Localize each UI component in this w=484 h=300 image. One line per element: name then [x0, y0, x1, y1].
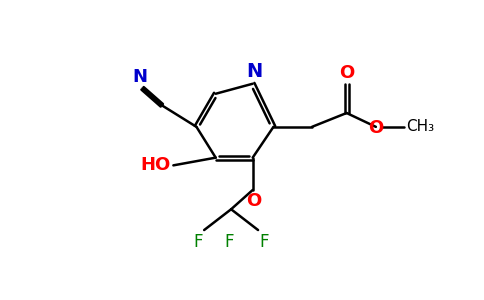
- Text: CH₃: CH₃: [406, 119, 434, 134]
- Text: O: O: [339, 64, 354, 82]
- Text: N: N: [132, 68, 147, 86]
- Text: O: O: [368, 118, 383, 136]
- Text: F: F: [225, 233, 234, 251]
- Text: O: O: [246, 191, 262, 209]
- Text: N: N: [246, 62, 262, 81]
- Text: F: F: [193, 233, 203, 251]
- Text: HO: HO: [141, 156, 171, 174]
- Text: F: F: [259, 233, 269, 251]
